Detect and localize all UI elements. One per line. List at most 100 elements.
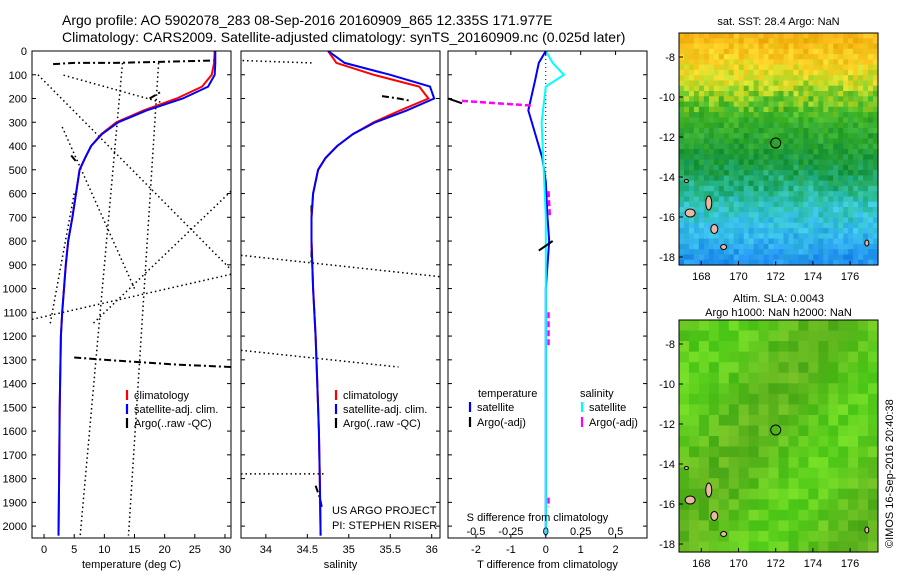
heatmap-cell (873, 259, 879, 266)
heatmap-cell (828, 143, 834, 150)
heatmap-cell (793, 191, 799, 198)
heatmap-cell (858, 436, 869, 448)
heatmap-cell (738, 320, 750, 332)
heatmap-cell (848, 249, 854, 256)
heatmap-cell (723, 91, 730, 97)
heatmap-cell (848, 436, 859, 448)
heatmap-cell (818, 222, 824, 229)
heatmap-cell (793, 180, 799, 187)
heatmap-cell (848, 127, 854, 134)
heatmap-cell (778, 217, 785, 224)
heatmap-cell (723, 85, 730, 92)
heatmap-cell (758, 351, 770, 363)
heatmap-cell (858, 170, 864, 176)
heatmap-cell (728, 191, 735, 198)
heatmap-cell (758, 48, 765, 55)
heatmap-cell (718, 191, 725, 198)
heatmap-cell (758, 478, 770, 490)
heatmap-cell (823, 233, 829, 240)
heatmap-cell (853, 212, 859, 219)
heatmap-cell (838, 201, 844, 208)
heatmap-cell (798, 351, 809, 363)
heatmap-cell (808, 69, 814, 76)
heatmap-cell (684, 191, 690, 198)
heatmap-cell (803, 48, 809, 55)
heatmap-cell (783, 222, 790, 229)
heatmap-cell (853, 228, 859, 234)
heatmap-cell (713, 127, 720, 134)
heatmap-cell (808, 149, 814, 155)
heatmap-cell (833, 112, 839, 118)
heatmap-cell (838, 96, 844, 103)
heatmap-cell (818, 133, 824, 140)
heatmap-cell (748, 249, 755, 256)
heatmap-cell (863, 233, 869, 240)
heatmap-cell (773, 85, 780, 92)
heatmap-cell (778, 180, 785, 187)
heatmap-cell (708, 185, 715, 192)
heatmap-cell (718, 101, 725, 108)
heatmap-cell (858, 341, 869, 353)
heatmap-cell (748, 467, 760, 479)
depth-tick-label: 1700 (3, 450, 27, 462)
lon-tick-label: 176 (841, 558, 859, 570)
heatmap-cell (713, 85, 720, 92)
lat-tick-label: -14 (659, 459, 675, 471)
heatmap-cell (718, 170, 725, 176)
heatmap-cell (813, 133, 819, 140)
heatmap-cell (684, 201, 690, 208)
heatmap-cell (793, 91, 799, 97)
heatmap-cell (788, 164, 795, 171)
heatmap-cell (823, 133, 829, 140)
heatmap-cell (748, 164, 755, 171)
heatmap-cell (728, 222, 735, 229)
heatmap-cell (773, 69, 780, 76)
heatmap-cell (738, 48, 745, 55)
heatmap-cell (773, 106, 780, 113)
heatmap-cell (689, 222, 695, 229)
argo-raw-line (381, 95, 412, 102)
heatmap-cell (838, 341, 849, 353)
heatmap-cell (798, 436, 809, 448)
heatmap-cell (748, 383, 760, 395)
heatmap-cell (738, 457, 750, 469)
heatmap-cell (698, 341, 710, 353)
x-tick-label: 2 (613, 544, 619, 556)
depth-tick-label: 2000 (3, 521, 27, 533)
heatmap-cell (808, 404, 819, 416)
heatmap-cell (773, 175, 780, 182)
heatmap-cell (758, 159, 765, 166)
heatmap-cell (684, 138, 690, 145)
heatmap-cell (753, 254, 760, 261)
heatmap-cell (843, 228, 849, 234)
heatmap-cell (788, 101, 795, 108)
heatmap-cell (803, 191, 809, 198)
heatmap-cell (858, 393, 869, 405)
heatmap-cell (679, 175, 685, 182)
heatmap-cell (758, 143, 765, 150)
heatmap-cell (689, 499, 700, 511)
heatmap-cell (863, 59, 869, 66)
legend-title-salinity: salinity (580, 388, 614, 400)
heatmap-cell (788, 112, 795, 118)
heatmap-cell (788, 127, 795, 134)
heatmap-cell (763, 101, 770, 108)
heatmap-cell (868, 85, 874, 92)
heatmap-cell (679, 138, 685, 145)
heatmap-cell (778, 259, 785, 266)
heatmap-cell (798, 112, 804, 118)
plot-frame (240, 50, 441, 539)
heatmap-cell (818, 228, 824, 234)
heatmap-cell (838, 170, 844, 176)
heatmap-cell (713, 175, 720, 182)
heatmap-cell (803, 170, 809, 176)
heatmap-cell (773, 117, 780, 124)
argo-qc-dotted-line (61, 74, 165, 105)
heatmap-cell (679, 170, 685, 176)
heatmap-cell (778, 228, 785, 234)
heatmap-cell (823, 122, 829, 129)
heatmap-cell (689, 436, 700, 448)
heatmap-cell (868, 478, 879, 490)
heatmap-cell (823, 43, 829, 50)
heatmap-cell (778, 201, 785, 208)
